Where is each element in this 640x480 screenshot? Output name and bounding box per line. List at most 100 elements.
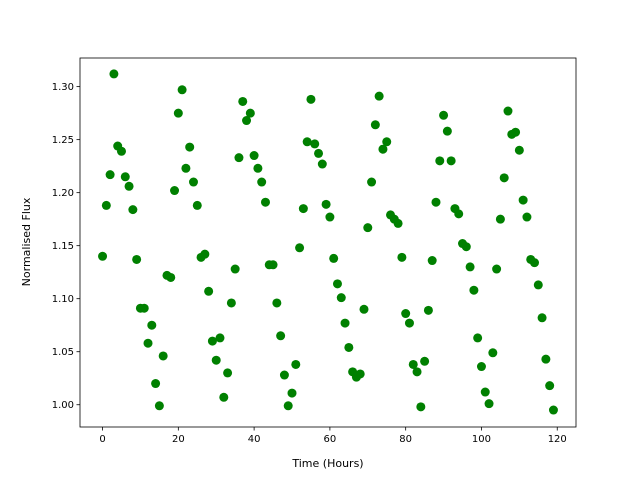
point (488, 348, 498, 358)
point (234, 153, 244, 163)
y-tick-label: 1.15 (52, 241, 74, 252)
y-tick-label: 1.00 (52, 400, 74, 411)
point (181, 163, 191, 173)
x-tick-label: 20 (172, 434, 185, 445)
point (461, 242, 471, 252)
point (355, 369, 365, 379)
x-tick-label: 120 (548, 434, 567, 445)
point (374, 91, 384, 101)
point (465, 262, 475, 272)
point (329, 253, 339, 263)
plot-frame (79, 57, 577, 428)
point (321, 199, 331, 209)
point (287, 388, 297, 398)
point (317, 159, 327, 169)
point (442, 126, 452, 136)
x-tick-label: 80 (399, 434, 412, 445)
point (124, 181, 134, 191)
point (439, 110, 449, 120)
point (423, 305, 433, 315)
point (249, 151, 259, 161)
point (173, 108, 183, 118)
point (495, 214, 505, 224)
point (548, 405, 558, 415)
point (325, 212, 335, 222)
point (359, 304, 369, 314)
point (211, 355, 221, 365)
point (170, 186, 180, 196)
point (469, 285, 479, 295)
point (230, 264, 240, 274)
point (310, 139, 320, 149)
point (109, 69, 119, 79)
point (207, 336, 217, 346)
point (188, 177, 198, 187)
point (283, 401, 293, 411)
point (541, 354, 551, 364)
point (397, 252, 407, 262)
point (219, 392, 229, 402)
y-tick-label: 1.10 (52, 294, 74, 305)
point (446, 156, 456, 166)
point (336, 293, 346, 303)
point (480, 387, 490, 397)
point (200, 249, 210, 259)
point (344, 342, 354, 352)
point (132, 254, 142, 264)
point (105, 170, 115, 180)
point (514, 145, 524, 155)
point (279, 370, 289, 380)
point (245, 108, 255, 118)
point (530, 258, 540, 268)
point (332, 279, 342, 289)
point (291, 359, 301, 369)
point (139, 303, 149, 313)
y-tick-label: 1.30 (52, 82, 74, 93)
point (420, 356, 430, 366)
point (473, 333, 483, 343)
point (503, 106, 513, 116)
point (154, 401, 164, 411)
x-axis-label: Time (Hours) (291, 457, 363, 470)
x-tick-label: 60 (324, 434, 337, 445)
point (120, 172, 130, 182)
point (537, 313, 547, 323)
point (177, 85, 187, 95)
point (431, 197, 441, 207)
point (226, 298, 236, 308)
point (238, 96, 248, 106)
point (340, 318, 350, 328)
y-tick-label: 1.05 (52, 347, 74, 358)
point (363, 223, 373, 233)
point (367, 177, 377, 187)
y-tick-label: 1.20 (52, 188, 74, 199)
y-axis-label: Normalised Flux (20, 197, 33, 286)
point (435, 156, 445, 166)
point (302, 137, 312, 147)
point (223, 368, 233, 378)
point (393, 218, 403, 228)
point (382, 137, 392, 147)
point (143, 338, 153, 348)
point (545, 381, 555, 391)
point (492, 264, 502, 274)
point (298, 204, 308, 214)
point (192, 200, 202, 210)
point (268, 260, 278, 270)
point (499, 173, 509, 183)
point (306, 94, 316, 104)
point (166, 272, 176, 282)
point (128, 205, 138, 215)
point (158, 351, 168, 361)
point (408, 359, 418, 369)
point (476, 362, 486, 372)
point (416, 402, 426, 412)
point (511, 127, 521, 137)
point (116, 146, 126, 156)
point (242, 116, 252, 126)
x-tick-label: 40 (248, 434, 261, 445)
point (257, 177, 267, 187)
point (185, 142, 195, 152)
point (272, 298, 282, 308)
